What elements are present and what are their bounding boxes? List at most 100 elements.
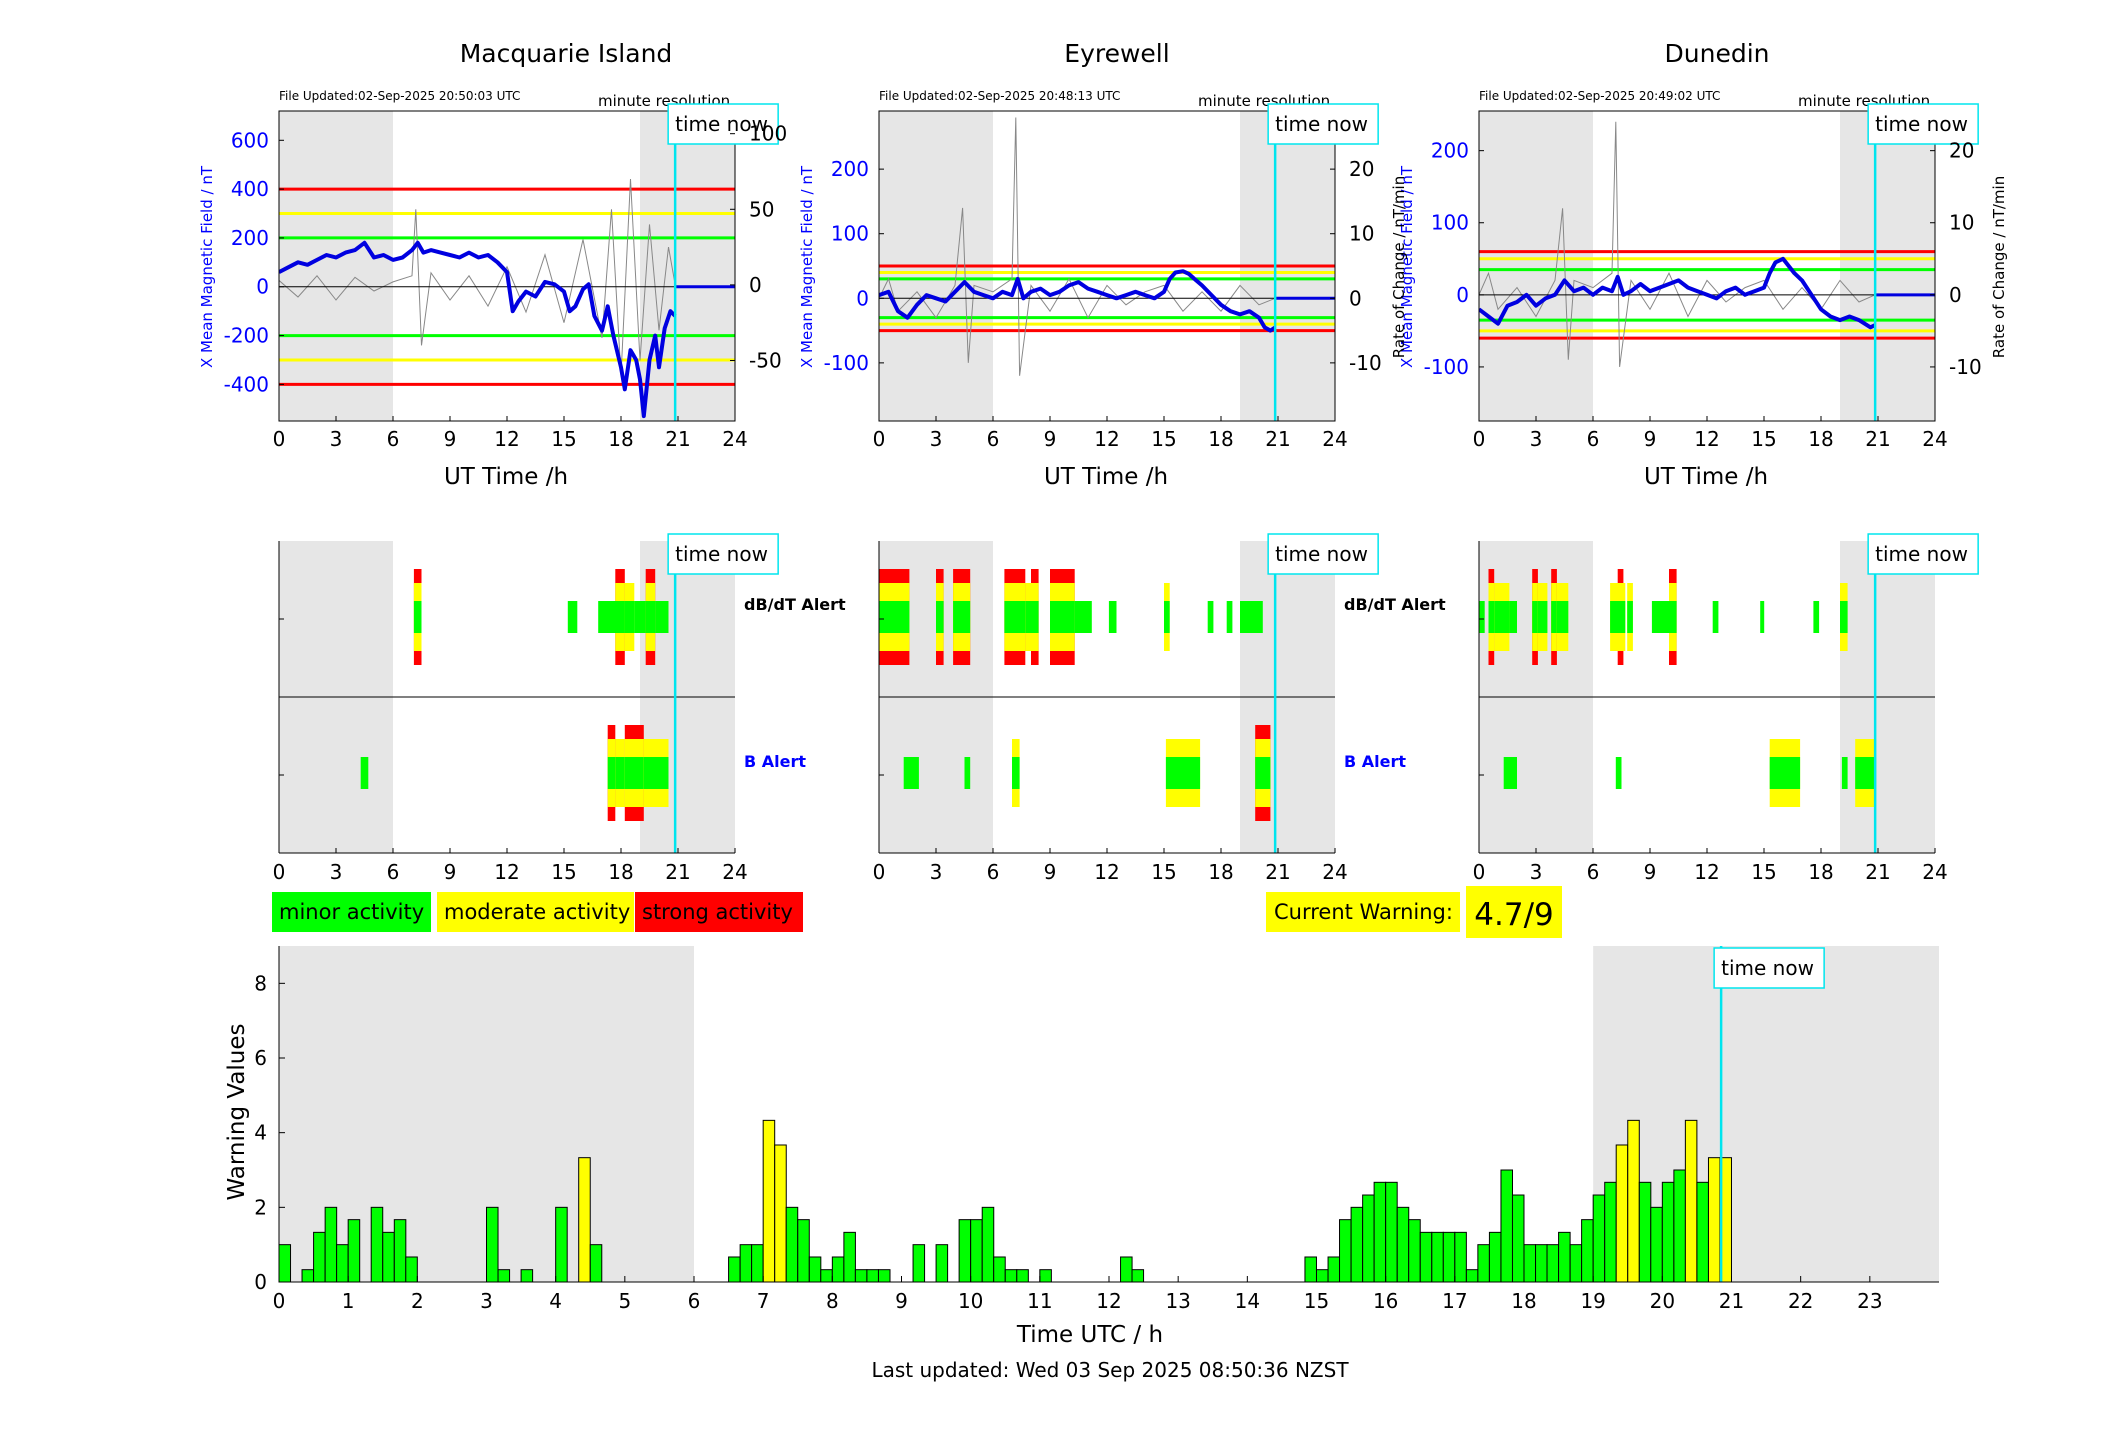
b-2-alert-minor-2 <box>1503 757 1517 789</box>
warning-bar-moderate-19 <box>762 1119 776 1283</box>
dbdt-0-alert-minor-7 <box>655 601 669 633</box>
warning-bar-moderate-20 <box>774 1144 787 1283</box>
warning-bar-minor-53 <box>1442 1231 1456 1283</box>
dbdt-1-alert-core-6 <box>1050 601 1075 633</box>
alert-x-tick-label-0-9: 9 <box>444 860 457 884</box>
warning-bar-minor-73 <box>1673 1169 1686 1283</box>
y2-tick-label-2-20: 20 <box>1949 139 1974 163</box>
bottom-x-axis-title: Time UTC / h <box>1016 1322 1163 1348</box>
legend-label-strong: strong activity <box>642 900 793 924</box>
warning-bar-minor-62 <box>1546 1244 1560 1283</box>
x-tick-label-1-3: 3 <box>930 427 943 451</box>
dbdt-1-alert-minor-11 <box>1207 601 1214 633</box>
x-tick-label-1-15: 15 <box>1151 427 1176 451</box>
alert-x-tick-label-0-6: 6 <box>387 860 400 884</box>
night-band-0-0 <box>279 111 393 421</box>
time-now-box-bottom <box>1713 947 1825 989</box>
dbdt-1-alert-core-0 <box>879 601 889 633</box>
dbdt-1-alert-minor-10 <box>1108 601 1117 633</box>
warning-bar-minor-46 <box>1362 1194 1375 1283</box>
legend-label-minor: minor activity <box>279 900 424 924</box>
b-alert-label-eyrewell: B Alert <box>1344 752 1406 771</box>
y2-tick-label-0-50: 50 <box>749 197 774 221</box>
alert-x-tick-label-0-18: 18 <box>608 860 633 884</box>
x-tick-label-0-6: 6 <box>387 427 400 451</box>
b-2-alert-minor-3 <box>1615 757 1622 789</box>
time-now-label-mid1: time now <box>1275 542 1368 566</box>
dbdt-0-alert-minor-6 <box>634 601 646 633</box>
warning-bar-minor-13 <box>555 1206 568 1283</box>
warning-bar-minor-9 <box>405 1256 418 1283</box>
warning-x-tick-label-3: 3 <box>480 1289 493 1313</box>
x-tick-label-2-9: 9 <box>1644 427 1657 451</box>
dbdt-2-alert-inner-8 <box>1610 601 1626 633</box>
alert-x-tick-label-2-12: 12 <box>1694 860 1719 884</box>
y2-axis-title-eyrewell: Rate of Change / nT/min <box>1390 176 1408 358</box>
alert-x-tick-label-0-15: 15 <box>551 860 576 884</box>
warning-bar-minor-63 <box>1558 1231 1571 1283</box>
warning-y-tick-label-0: 0 <box>254 1270 267 1294</box>
y-axis-title-dunedin: X Mean Magnetic Field / nT <box>1398 165 1416 368</box>
warning-bar-minor-35 <box>993 1256 1006 1283</box>
b-2-alert-inner-1 <box>1855 757 1877 789</box>
warning-bar-minor-64 <box>1569 1244 1583 1283</box>
warning-x-tick-label-23: 23 <box>1857 1289 1882 1313</box>
b-1-alert-minor-3 <box>903 757 919 789</box>
warning-x-tick-label-15: 15 <box>1304 1289 1329 1313</box>
station-title-eyrewell: Eyrewell <box>1064 39 1169 68</box>
x-tick-label-0-12: 12 <box>494 427 519 451</box>
magnetometer-chart-macquarie: time now 0 3 6 9 12 15 18 21 24 -400 -200 0 200 400 600… <box>224 103 787 451</box>
x-tick-label-1-9: 9 <box>1044 427 1057 451</box>
alert-x-tick-label-0-3: 3 <box>330 860 343 884</box>
warning-bar-moderate-69 <box>1627 1119 1640 1283</box>
x-tick-label-1-6: 6 <box>987 427 1000 451</box>
b-0-alert-minor-4 <box>360 757 369 789</box>
warning-bar-minor-24 <box>820 1269 833 1283</box>
dbdt-2-alert-minor-12 <box>1509 601 1517 633</box>
dbdt-1-alert-minor-13 <box>1240 601 1263 633</box>
dbdt-0-alert-minor-4 <box>567 601 578 633</box>
y2-tick-label-1-0: 0 <box>1349 286 1362 310</box>
warning-x-tick-label-1: 1 <box>342 1289 355 1313</box>
warning-bar-minor-52 <box>1431 1231 1444 1283</box>
warning-bar-minor-34 <box>981 1206 995 1283</box>
warning-bar-minor-61 <box>1535 1244 1548 1283</box>
warning-bar-minor-44 <box>1339 1219 1352 1283</box>
warning-x-tick-label-2: 2 <box>411 1289 424 1313</box>
dbdt-2-alert-minor-13 <box>1651 601 1669 633</box>
y-tick-label-0-0: 0 <box>256 275 269 299</box>
warning-x-tick-label-19: 19 <box>1580 1289 1605 1313</box>
warning-bar-minor-56 <box>1477 1244 1490 1283</box>
time-now-box-mid0 <box>667 533 779 575</box>
time-now-box-mid1 <box>1267 533 1379 575</box>
warning-bar-moderate-14 <box>578 1157 591 1283</box>
b-1-alert-core-0 <box>1255 757 1271 789</box>
warning-bar-minor-18 <box>751 1244 764 1283</box>
warning-x-tick-label-12: 12 <box>1096 1289 1121 1313</box>
warning-x-tick-label-18: 18 <box>1511 1289 1536 1313</box>
warning-bar-minor-28 <box>866 1269 879 1283</box>
dbdt-2-alert-minor-15 <box>1760 601 1765 633</box>
warning-x-tick-label-0: 0 <box>273 1289 286 1313</box>
alert-x-tick-label-0-21: 21 <box>665 860 690 884</box>
x-tick-label-0-9: 9 <box>444 427 457 451</box>
warning-bar-minor-32 <box>958 1219 972 1283</box>
dbdt-2-alert-minor-14 <box>1712 601 1719 633</box>
alert-x-tick-label-1-9: 9 <box>1044 860 1057 884</box>
warning-bar-moderate-74 <box>1684 1119 1698 1283</box>
legend-swatch-moderate <box>437 892 634 932</box>
dbdt-2-alert-core-0 <box>1488 601 1495 633</box>
time-now-label-mid0: time now <box>675 542 768 566</box>
warning-bar-minor-72 <box>1661 1181 1675 1283</box>
x-tick-label-0-24: 24 <box>722 427 747 451</box>
b-1-alert-inner-2 <box>1165 757 1201 789</box>
warning-bar-minor-70 <box>1638 1181 1652 1283</box>
current-warning-label: Current Warning: <box>1274 900 1453 924</box>
current-warning: Current Warning: 4.7/9 <box>1266 886 1562 938</box>
y2-axis-title-dunedin: Rate of Change / nT/min <box>1990 176 2008 358</box>
warning-x-tick-label-13: 13 <box>1165 1289 1190 1313</box>
dbdt-0-alert-core-2 <box>645 601 656 633</box>
